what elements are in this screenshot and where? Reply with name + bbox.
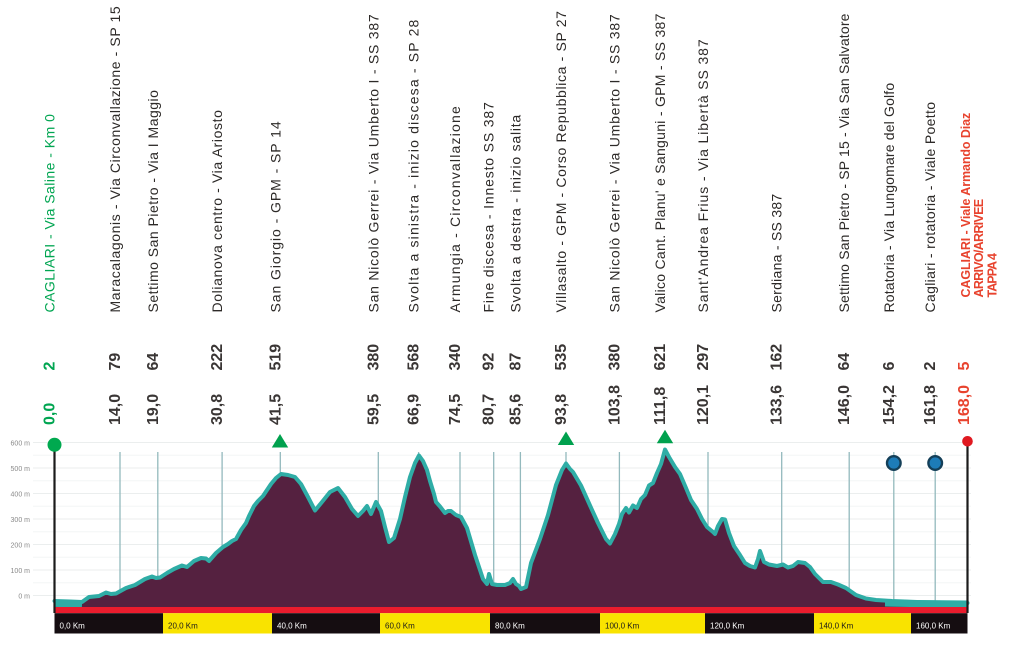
svg-text:100,0 Km: 100,0 Km [605, 621, 640, 630]
svg-text:Dolianova centro - Via Ariosto: Dolianova centro - Via Ariosto [209, 109, 225, 312]
svg-text:59,5: 59,5 [365, 394, 382, 425]
svg-text:621: 621 [652, 344, 669, 371]
svg-text:79: 79 [107, 353, 124, 371]
svg-text:19,0: 19,0 [145, 394, 162, 425]
svg-text:85,6: 85,6 [507, 394, 524, 425]
svg-text:92: 92 [481, 353, 498, 371]
svg-text:20,0 Km: 20,0 Km [168, 621, 198, 630]
svg-text:168,0: 168,0 [956, 385, 973, 425]
svg-text:133,6: 133,6 [769, 385, 786, 425]
svg-text:87: 87 [507, 353, 524, 371]
svg-text:111,8: 111,8 [652, 387, 669, 425]
svg-text:120,0 Km: 120,0 Km [710, 621, 745, 630]
svg-text:Maracalagonis - Via Circonvall: Maracalagonis - Via Circonvallazione - S… [107, 6, 123, 313]
svg-text:2: 2 [922, 362, 939, 371]
svg-text:600 m: 600 m [11, 440, 31, 447]
svg-text:103,8: 103,8 [606, 385, 623, 425]
svg-text:Rotatoria - Via Lungomare del: Rotatoria - Via Lungomare del Golfo [881, 83, 897, 313]
svg-text:Svolta a sinistra - inizio dis: Svolta a sinistra - inizio discesa - SP … [406, 19, 422, 313]
svg-text:Armungia - Circonvallazione: Armungia - Circonvallazione [447, 105, 463, 312]
svg-text:100 m: 100 m [11, 568, 31, 575]
svg-text:5: 5 [956, 362, 973, 371]
svg-text:66,9: 66,9 [406, 394, 423, 425]
svg-text:2: 2 [41, 362, 58, 371]
svg-text:162: 162 [769, 344, 786, 371]
svg-text:161,8: 161,8 [922, 385, 939, 425]
svg-text:14,0: 14,0 [107, 394, 124, 425]
svg-text:Valico Cant. Planu' e Sanguni: Valico Cant. Planu' e Sanguni - GPM - SS… [652, 13, 668, 312]
svg-text:San Nicolò Gerrei - Via Umbert: San Nicolò Gerrei - Via Umberto I - SS 3… [365, 14, 381, 313]
svg-text:San Giorgio - GPM - SP 14: San Giorgio - GPM - SP 14 [267, 120, 283, 312]
svg-text:Settimo San Pietro - SP 15 - V: Settimo San Pietro - SP 15 - Via San Sal… [836, 13, 852, 312]
svg-text:200 m: 200 m [11, 542, 31, 549]
svg-text:ARRIVO/ARRIVEE: ARRIVO/ARRIVEE [972, 199, 986, 297]
svg-text:519: 519 [267, 344, 284, 371]
svg-text:64: 64 [145, 353, 162, 371]
svg-text:80,0 Km: 80,0 Km [495, 621, 525, 630]
svg-text:San Nicolò Gerrei - Via Umbert: San Nicolò Gerrei - Via Umberto I - SS 3… [606, 14, 622, 313]
svg-text:0,0 Km: 0,0 Km [60, 621, 86, 630]
svg-text:297: 297 [695, 344, 712, 371]
svg-text:140,0 Km: 140,0 Km [819, 621, 854, 630]
svg-text:380: 380 [606, 344, 623, 371]
svg-text:500 m: 500 m [11, 466, 31, 473]
svg-text:CAGLIARI - Viale Armando Diaz: CAGLIARI - Viale Armando Diaz [959, 113, 973, 298]
svg-text:160,0 Km: 160,0 Km [916, 621, 951, 630]
svg-text:80,7: 80,7 [481, 394, 498, 425]
svg-text:Sant'Andrea Frius - Via Libert: Sant'Andrea Frius - Via Libertà SS 387 [695, 39, 711, 313]
svg-text:CAGLIARI - Via Saline - Km 0: CAGLIARI - Via Saline - Km 0 [41, 114, 57, 313]
svg-text:535: 535 [553, 344, 570, 371]
svg-text:568: 568 [406, 344, 423, 371]
svg-text:Villasalto - GPM - Corso Repub: Villasalto - GPM - Corso Repubblica - SP… [553, 10, 569, 312]
svg-text:Settimo San Pietro - Via I Mag: Settimo San Pietro - Via I Maggio [145, 90, 161, 313]
svg-text:154,2: 154,2 [881, 385, 898, 425]
svg-text:Svolta a destra - inizio salit: Svolta a destra - inizio salita [507, 114, 523, 312]
svg-text:Cagliari - rotatoria - Viale P: Cagliari - rotatoria - Viale Poetto [922, 102, 938, 313]
svg-text:Fine discesa - Innesto SS 387: Fine discesa - Innesto SS 387 [481, 101, 497, 312]
svg-text:400 m: 400 m [11, 491, 31, 498]
svg-text:30,8: 30,8 [209, 394, 226, 425]
svg-text:TAPPA 4: TAPPA 4 [985, 253, 999, 298]
svg-text:0 m: 0 m [18, 593, 30, 600]
svg-text:41,5: 41,5 [267, 394, 284, 425]
svg-text:0,0: 0,0 [41, 403, 58, 425]
svg-text:380: 380 [365, 344, 382, 371]
svg-text:93,8: 93,8 [553, 394, 570, 425]
svg-text:222: 222 [209, 344, 226, 371]
svg-text:146,0: 146,0 [836, 385, 853, 425]
svg-text:6: 6 [881, 362, 898, 371]
svg-text:340: 340 [447, 344, 464, 371]
svg-text:40,0 Km: 40,0 Km [277, 621, 307, 630]
svg-text:74,5: 74,5 [447, 394, 464, 425]
svg-text:60,0 Km: 60,0 Km [385, 621, 415, 630]
svg-text:Serdiana - SS 387: Serdiana - SS 387 [769, 194, 785, 313]
svg-text:64: 64 [836, 353, 853, 371]
svg-text:300 m: 300 m [11, 517, 31, 524]
svg-text:120,1: 120,1 [695, 385, 712, 425]
